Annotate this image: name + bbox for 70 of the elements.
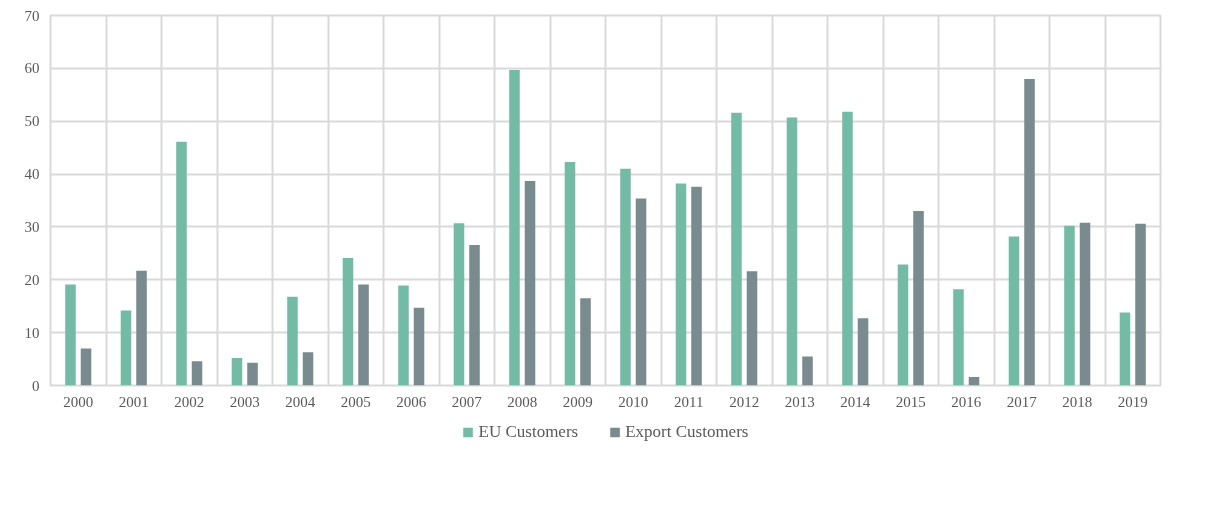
bar xyxy=(675,183,687,386)
bar xyxy=(65,284,76,386)
x-tick-label: 2001 xyxy=(118,393,149,410)
bar xyxy=(580,298,591,386)
legend-label: EU Customers xyxy=(478,421,579,442)
x-tick-label: 2000 xyxy=(63,393,94,410)
legend-label: Export Customers xyxy=(625,421,749,442)
y-tick-label: 30 xyxy=(24,218,40,235)
bar xyxy=(857,318,869,386)
x-tick-label: 2006 xyxy=(396,393,427,410)
x-tick-label: 2009 xyxy=(562,393,593,410)
bar xyxy=(1008,236,1020,386)
x-tick-label: 2008 xyxy=(507,393,538,410)
bar xyxy=(342,258,354,386)
x-tick-label: 2019 xyxy=(1117,393,1148,410)
x-tick-label: 2004 xyxy=(285,393,316,410)
bar xyxy=(802,356,813,386)
y-tick-label: 40 xyxy=(24,166,40,183)
bar xyxy=(1064,225,1075,386)
bar xyxy=(620,168,631,386)
bar xyxy=(509,69,520,386)
x-tick-label: 2003 xyxy=(229,393,260,410)
bar xyxy=(746,271,758,386)
bar xyxy=(453,223,465,386)
bar xyxy=(398,285,409,386)
x-tick-label: 2002 xyxy=(174,393,205,410)
bar xyxy=(913,211,924,386)
bar xyxy=(1079,222,1091,386)
x-tick-label: 2007 xyxy=(451,393,483,410)
x-tick-label: 2005 xyxy=(340,393,371,410)
bar xyxy=(80,348,92,386)
bar xyxy=(247,362,258,386)
x-tick-label: 2017 xyxy=(1006,393,1038,410)
bar xyxy=(524,180,536,386)
bar xyxy=(413,307,425,386)
x-tick-label: 2011 xyxy=(674,393,704,410)
bar xyxy=(968,377,980,386)
bar xyxy=(635,198,647,386)
bar xyxy=(287,296,298,386)
bar xyxy=(1119,312,1131,386)
bar xyxy=(191,361,203,386)
x-tick-label: 2014 xyxy=(840,393,871,410)
y-tick-label: 20 xyxy=(24,271,40,288)
x-tick-label: 2012 xyxy=(729,393,760,410)
x-tick-label: 2016 xyxy=(951,393,982,410)
bar xyxy=(358,284,369,386)
x-tick-label: 2015 xyxy=(895,393,926,410)
bar xyxy=(953,289,964,386)
bar xyxy=(1135,223,1146,386)
bar xyxy=(842,111,853,386)
y-tick-label: 50 xyxy=(24,113,40,130)
x-tick-label: 2013 xyxy=(784,393,815,410)
bar xyxy=(302,352,314,386)
y-tick-label: 0 xyxy=(32,377,40,394)
y-tick-label: 10 xyxy=(24,324,40,341)
bar xyxy=(897,264,909,386)
bar xyxy=(469,244,480,386)
bar xyxy=(731,112,742,386)
x-tick-label: 2018 xyxy=(1062,393,1093,410)
y-tick-label: 70 xyxy=(24,7,40,24)
bar xyxy=(1024,78,1035,386)
bar xyxy=(120,310,132,386)
bar xyxy=(786,117,798,386)
x-tick-label: 2010 xyxy=(618,393,649,410)
bar xyxy=(691,186,702,386)
y-tick-label: 60 xyxy=(24,60,40,77)
bar xyxy=(176,141,187,386)
bar xyxy=(231,358,243,386)
bar xyxy=(136,270,147,386)
bar xyxy=(564,161,576,386)
